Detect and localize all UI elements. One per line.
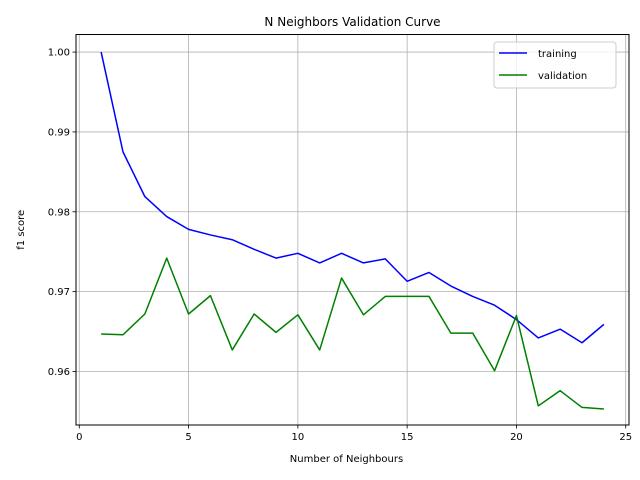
legend: training validation [493,41,617,89]
y-tick-label: 0.99 [48,127,70,138]
y-tick-label: 0.97 [48,287,70,298]
chart-title: N Neighbors Validation Curve [264,15,440,29]
plot-area-frame [75,34,630,426]
x-tick-label: 15 [401,432,414,443]
series-line-validation [101,257,604,410]
series-lines [100,51,605,410]
y-tick-label: 0.96 [48,367,70,378]
x-tick-label: 10 [291,432,304,443]
y-axis-label: f1 score [16,210,27,250]
series-line-training [100,51,605,344]
legend-label-validation: validation [538,71,587,82]
x-tick-label: 0 [76,432,82,443]
x-tick-label: 20 [510,432,523,443]
legend-label-training: training [538,49,577,60]
y-tick-label: 1.00 [48,48,70,59]
axis-ticks: 0 5 10 15 20 25 0.96 0.97 0.98 0.99 1.00 [48,48,632,443]
x-tick-label: 5 [185,432,191,443]
x-axis-label: Number of Neighbours [290,454,403,465]
x-tick-label: 25 [619,432,632,443]
y-tick-label: 0.98 [48,207,70,218]
